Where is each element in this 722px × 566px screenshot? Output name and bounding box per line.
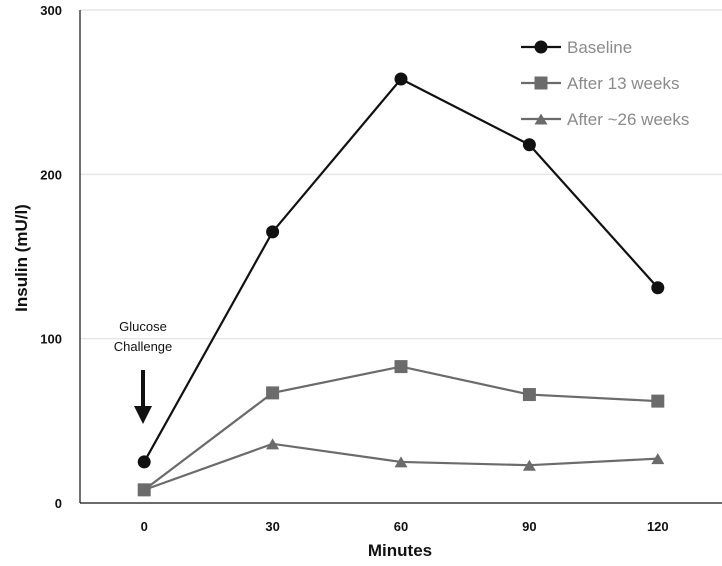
- annotation-line-1: Glucose: [119, 319, 167, 334]
- series-group: [137, 72, 665, 497]
- x-tick-label: 0: [141, 519, 148, 534]
- legend-label: After 13 weeks: [567, 74, 679, 93]
- gridlines: [80, 9, 722, 340]
- down-arrow-icon-head: [134, 406, 152, 424]
- x-tick-label: 120: [647, 519, 669, 534]
- y-tick-label: 200: [40, 167, 62, 182]
- glucose-challenge-annotation: Glucose Challenge: [114, 319, 173, 424]
- annotation-line-2: Challenge: [114, 339, 173, 354]
- legend: Baseline After 13 weeks After ~26 weeks: [521, 38, 689, 129]
- data-point-square: [651, 394, 665, 408]
- y-tick-label: 300: [40, 3, 62, 18]
- data-point-square: [522, 388, 536, 402]
- legend-entry: After 13 weeks: [521, 74, 679, 93]
- x-axis-title: Minutes: [368, 541, 432, 560]
- series-line: [143, 77, 659, 463]
- y-tick-label: 0: [55, 496, 62, 511]
- data-point-circle: [137, 455, 151, 469]
- data-point-square: [137, 483, 151, 497]
- data-point-square: [394, 360, 408, 374]
- legend-label: Baseline: [567, 38, 632, 57]
- y-axis-title: Insulin (mU/l): [12, 204, 31, 312]
- axes: [79, 10, 722, 504]
- data-point-circle: [394, 72, 408, 86]
- y-tick-labels: 0 100 200 300: [40, 3, 62, 511]
- data-point-triangle: [522, 459, 536, 471]
- x-tick-labels: 0 30 60 90 120: [141, 519, 669, 534]
- series-baseline: [137, 72, 665, 469]
- y-tick-label: 100: [40, 332, 62, 347]
- legend-entry: After ~26 weeks: [521, 110, 689, 129]
- data-point-circle: [266, 225, 280, 239]
- legend-triangle-icon: [534, 113, 548, 125]
- legend-entry: Baseline: [521, 38, 632, 57]
- series-line: [143, 365, 658, 491]
- x-tick-label: 90: [522, 519, 536, 534]
- data-point-circle: [651, 281, 665, 295]
- x-tick-label: 30: [265, 519, 279, 534]
- legend-square-icon: [534, 76, 548, 90]
- series-after-26-weeks: [137, 438, 665, 496]
- data-point-triangle: [394, 456, 408, 468]
- legend-circle-icon: [534, 40, 548, 54]
- data-point-triangle: [651, 453, 665, 465]
- data-point-circle: [522, 138, 536, 152]
- legend-label: After ~26 weeks: [567, 110, 689, 129]
- x-tick-label: 60: [394, 519, 408, 534]
- data-point-square: [266, 386, 280, 400]
- data-point-triangle: [266, 438, 280, 450]
- series-after-13-weeks: [137, 360, 665, 497]
